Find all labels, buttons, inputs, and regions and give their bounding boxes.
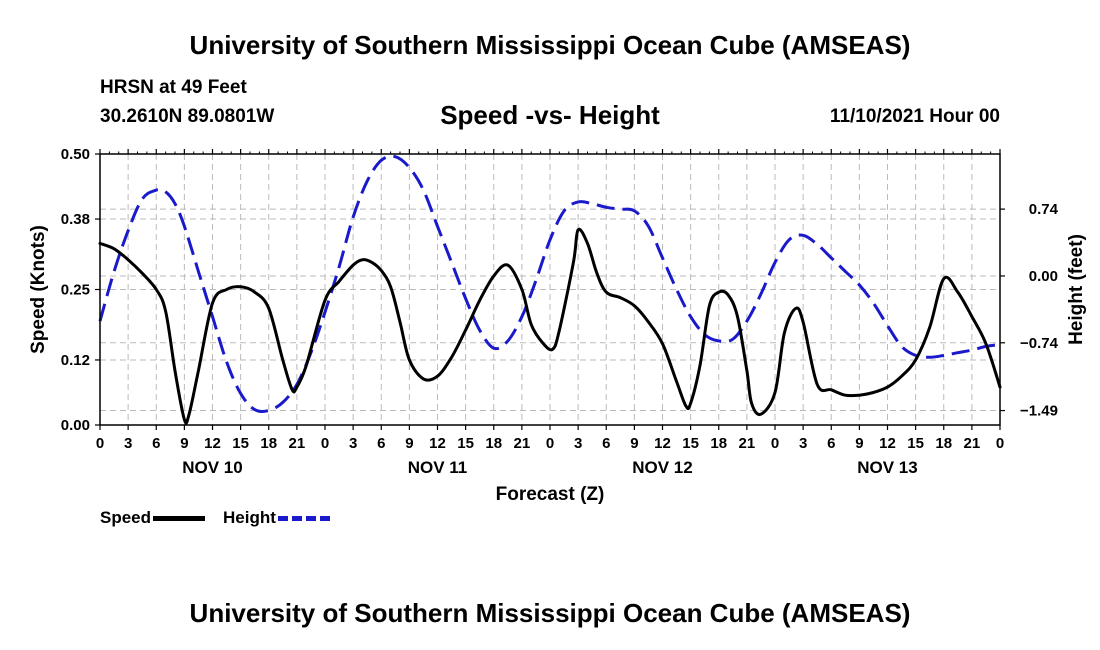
day-label: NOV 12 [632,458,692,477]
station-label: HRSN at 49 Feet [100,77,247,98]
chart-title: University of Southern Mississippi Ocean… [189,30,911,60]
x-tick-label: 0 [96,435,104,452]
y-tick-label: 0.12 [61,352,90,369]
day-label: NOV 11 [408,458,468,477]
x-tick-label: 0 [321,435,329,452]
forecast-datetime: 11/10/2021 Hour 00 [829,106,1000,127]
x-tick-label: 21 [739,435,756,452]
y-axis-title: Speed (Knots) [28,225,49,354]
x-tick-label: 3 [124,435,132,452]
x-tick-label: 21 [289,435,306,452]
speed-series [98,227,1002,425]
x-tick-label: 6 [602,435,610,452]
x-tick-label: 18 [485,435,502,452]
speed-line [98,227,1002,425]
height-series [98,154,1001,414]
y-tick-label: 0.50 [61,146,90,163]
y2-tick-label: 0.74 [1029,201,1059,218]
x-tick-label: 3 [574,435,582,452]
x-tick-label: 9 [405,435,413,452]
y-tick-label: 0.25 [61,282,90,299]
x-tick-label: 3 [799,435,807,452]
legend-speed-label: Speed [100,508,152,527]
y2-axis-title: Height (feet) [1066,234,1087,345]
x-tick-label: 3 [349,435,357,452]
x-tick-label: 21 [964,435,981,452]
y-tick-label: 0.00 [61,417,90,434]
x-axis-title: Forecast (Z) [496,484,605,505]
y2-tick-label: 0.00 [1029,268,1058,285]
axes: 0 3 6 9 12 15 18 21 0 3 6 9 12 15 18 21 0 3 6 9 12 15 18 21 0 3 6 9… [28,146,1087,505]
footer-title: University of Southern Mississippi Ocean… [189,598,911,628]
x-tick-label: 18 [710,435,727,452]
x-tick-label: 12 [879,435,896,452]
x-tick-label: 9 [630,435,638,452]
legend-speed-swatch [153,515,206,521]
legend-height: Height [223,508,330,528]
legend-height-swatch [277,515,330,521]
x-tick-label: 15 [907,435,924,452]
x-tick-label: 18 [260,435,277,452]
x-tick-label: 12 [654,435,671,452]
x-tick-label: 18 [935,435,952,452]
x-tick-label: 12 [204,435,221,452]
x-tick-label: 0 [546,435,554,452]
height-line [98,154,1001,414]
x-tick-label: 0 [771,435,779,452]
y2-tick-label: −1.49 [1020,403,1058,420]
x-tick-label: 9 [180,435,188,452]
x-tick-label: 6 [152,435,160,452]
x-tick-label: 0 [996,435,1004,452]
legend-height-label: Height [223,508,276,527]
x-tick-label: 6 [377,435,385,452]
x-tick-label: 15 [457,435,474,452]
day-label: NOV 13 [857,458,917,477]
x-tick-label: 15 [682,435,699,452]
x-tick-label: 12 [429,435,446,452]
y-tick-label: 0.38 [61,211,90,228]
day-label: NOV 10 [182,458,242,477]
x-tick-label: 6 [827,435,835,452]
x-tick-label: 9 [855,435,863,452]
x-tick-label: 21 [514,435,531,452]
x-tick-label: 15 [232,435,249,452]
y2-tick-label: −0.74 [1020,335,1059,352]
chart-subtitle: Speed -vs- Height [440,100,660,130]
coordinates-label: 30.2610N 89.0801W [100,106,275,127]
legend-speed: Speed [100,508,206,528]
legend: Speed Height [100,508,348,528]
